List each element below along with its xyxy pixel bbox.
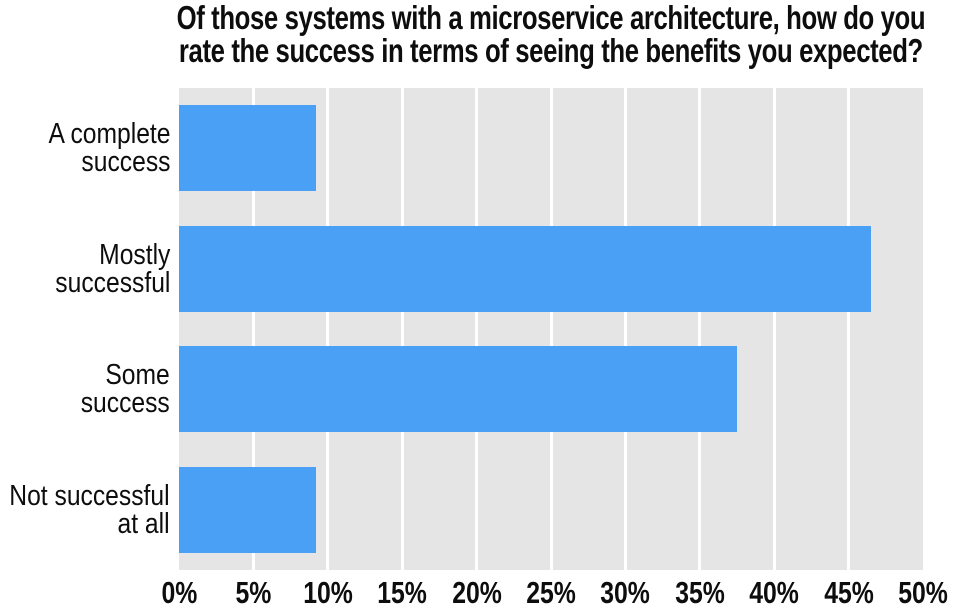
y-axis-label-a-complete-success: A complete success [48, 118, 170, 179]
y-axis-label-line: Not successful [9, 479, 170, 512]
y-axis-label-line: at all [117, 507, 170, 540]
x-tick-label-text: 40% [749, 575, 799, 610]
bar-some-success [179, 346, 737, 433]
gridline [623, 88, 627, 570]
gridline [549, 88, 553, 570]
x-tick-label-text: 25% [526, 575, 576, 610]
x-tick-label-text: 0% [161, 575, 197, 610]
bar-not-successful-at-all [179, 466, 316, 553]
chart-title: Of those systems with a microservice arc… [176, 0, 926, 69]
gridline [400, 88, 404, 570]
x-tick-label-35: 35% [640, 576, 760, 612]
x-tick-label-text: 15% [377, 575, 427, 610]
y-axis-label-some-success: Some success [80, 359, 170, 420]
plot-area [179, 88, 923, 570]
x-tick-label-text: 30% [600, 575, 651, 610]
x-tick-label-25: 25% [491, 576, 611, 612]
bar-mostly-successful [179, 225, 871, 312]
y-axis-label-line: successful [54, 266, 170, 299]
chart-title-line-1: Of those systems with a microservice arc… [176, 0, 926, 36]
chart-title-line-2: rate the success in terms of seeing the … [179, 32, 923, 69]
gridline [475, 88, 479, 570]
gridline [847, 88, 851, 570]
gridline [698, 88, 702, 570]
gridline [251, 88, 255, 570]
gridline [326, 88, 330, 570]
y-axis-label-line: A complete [48, 118, 170, 151]
bar-a-complete-success [179, 105, 316, 192]
x-tick-label-40: 40% [714, 576, 834, 612]
y-axis-label-line: Mostly [98, 238, 170, 271]
y-axis-label-not-successful-at-all: Not successful at all [9, 479, 170, 540]
gridline [772, 88, 776, 570]
x-tick-label-text: 10% [302, 575, 353, 610]
x-tick-label-30: 30% [565, 576, 685, 612]
x-tick-label-15: 15% [342, 576, 462, 612]
y-axis-label-line: success [80, 387, 170, 420]
x-tick-label-text: 5% [235, 575, 272, 610]
x-tick-label-text: 50% [898, 575, 948, 610]
y-axis-label-mostly-successful: Mostly successful [54, 238, 170, 299]
x-tick-label-0: 0% [119, 576, 239, 612]
x-tick-label-text: 35% [674, 575, 725, 610]
x-tick-label-10: 10% [268, 576, 388, 612]
x-tick-label-text: 45% [823, 575, 874, 610]
x-tick-label-text: 20% [451, 575, 502, 610]
x-tick-label-5: 5% [193, 576, 313, 612]
y-axis-label-line: success [80, 146, 170, 179]
x-tick-label-45: 45% [789, 576, 909, 612]
x-tick-label-20: 20% [417, 576, 537, 612]
y-axis-label-line: Some [105, 359, 170, 392]
x-tick-label-50: 50% [863, 576, 973, 612]
